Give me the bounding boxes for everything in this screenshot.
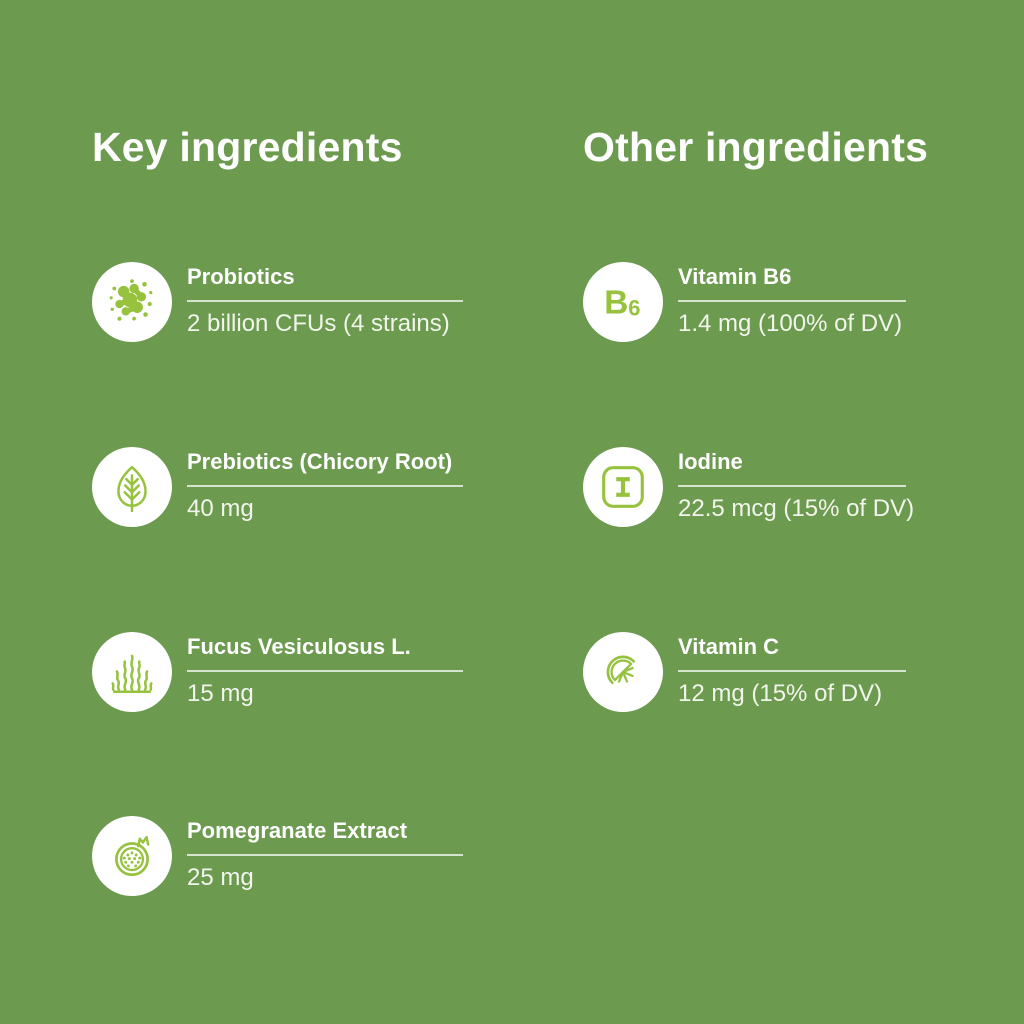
ingredient-title: Prebiotics (Chicory Root) bbox=[187, 449, 463, 487]
ingredient-title: Probiotics bbox=[187, 264, 463, 302]
ingredient-row-probiotics: Probiotics 2 billion CFUs (4 strains) bbox=[92, 262, 463, 342]
ingredient-value: 22.5 mcg (15% of DV) bbox=[678, 495, 915, 522]
key-ingredients-heading: Key ingredients bbox=[92, 124, 403, 170]
leaf-icon bbox=[92, 447, 172, 527]
ingredient-value: 2 billion CFUs (4 strains) bbox=[187, 310, 450, 337]
pomegranate-icon bbox=[92, 816, 172, 896]
ingredient-value: 15 mg bbox=[187, 680, 254, 707]
probiotics-icon bbox=[92, 262, 172, 342]
ingredient-title: Pomegranate Extract bbox=[187, 818, 463, 856]
iodine-icon bbox=[583, 447, 663, 527]
ingredient-title: Vitamin C bbox=[678, 634, 906, 672]
vitamin-b6-icon: B 6 bbox=[583, 262, 663, 342]
seaweed-icon bbox=[92, 632, 172, 712]
ingredient-title: Fucus Vesiculosus L. bbox=[187, 634, 463, 672]
ingredient-title: Vitamin B6 bbox=[678, 264, 906, 302]
ingredient-value: 25 mg bbox=[187, 864, 254, 891]
ingredient-row-fucus: Fucus Vesiculosus L. 15 mg bbox=[92, 632, 463, 712]
ingredient-row-iodine: Iodine 22.5 mcg (15% of DV) bbox=[583, 447, 915, 527]
other-ingredients-heading: Other ingredients bbox=[583, 124, 929, 170]
ingredient-row-vitamin-c: Vitamin C 12 mg (15% of DV) bbox=[583, 632, 906, 712]
citrus-slice-icon bbox=[583, 632, 663, 712]
ingredient-value: 40 mg bbox=[187, 495, 254, 522]
ingredient-title: Iodine bbox=[678, 449, 906, 487]
ingredient-value: 12 mg (15% of DV) bbox=[678, 680, 883, 707]
ingredient-row-prebiotics: Prebiotics (Chicory Root) 40 mg bbox=[92, 447, 463, 527]
svg-text:6: 6 bbox=[628, 296, 640, 321]
ingredient-row-pomegranate: Pomegranate Extract 25 mg bbox=[92, 816, 463, 896]
svg-text:B: B bbox=[604, 284, 628, 321]
ingredient-row-vitamin-b6: B 6 Vitamin B6 1.4 mg (100% of DV) bbox=[583, 262, 906, 342]
ingredient-value: 1.4 mg (100% of DV) bbox=[678, 310, 903, 337]
